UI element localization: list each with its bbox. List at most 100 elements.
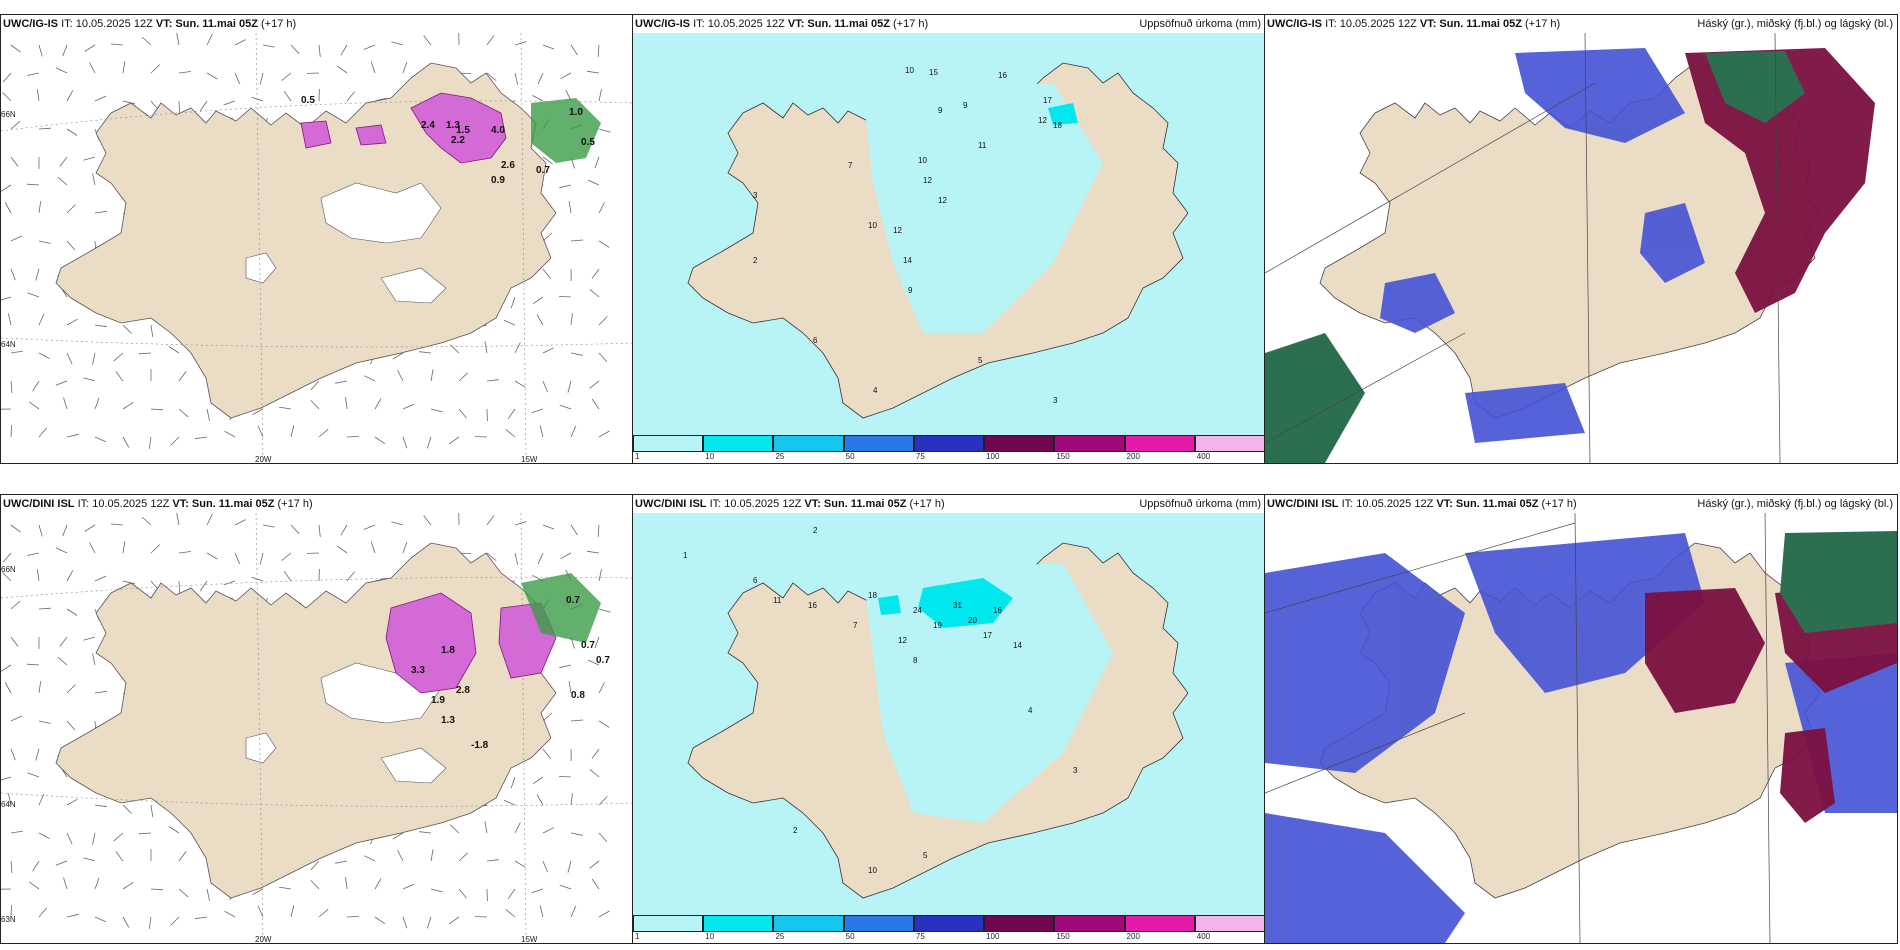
pink-fields — [300, 92, 507, 164]
colorbar-swatch — [984, 435, 1055, 452]
colorbar-tick: 10 — [705, 452, 715, 461]
wind-barb — [514, 41, 527, 46]
colorbar-tick: 150 — [1056, 452, 1070, 461]
colorbar-tick: 200 — [1126, 452, 1140, 461]
wind-barb — [567, 380, 572, 393]
wind-barb — [257, 425, 264, 438]
wind-barb — [206, 34, 213, 46]
wind-barb — [419, 351, 432, 354]
model-name: UWC/IG-IS — [635, 18, 690, 30]
wind-barb — [83, 636, 96, 641]
value-label: 15 — [929, 68, 938, 77]
init-time: IT: 10.05.2025 12Z — [1325, 18, 1417, 30]
wind-barb — [484, 341, 488, 354]
wind-barb — [29, 881, 40, 890]
value-label: 14 — [903, 256, 912, 265]
wind-barb — [7, 793, 12, 806]
init-time: IT: 10.05.2025 12Z — [77, 498, 170, 510]
wind-barb — [514, 860, 526, 868]
model-name: UWC/IG-IS — [3, 18, 58, 30]
wind-barb — [486, 379, 499, 382]
value-label: 3 — [1073, 766, 1078, 775]
wind-barb — [1, 664, 12, 672]
wind-barb — [92, 832, 96, 845]
wind-barb — [66, 318, 78, 326]
wind-barb — [542, 748, 551, 759]
wind-barb — [7, 313, 12, 326]
wind-barb — [587, 659, 600, 666]
lat-label-66n: 66N — [1, 565, 16, 574]
wind-barb — [38, 607, 52, 610]
wind-barb — [38, 352, 50, 359]
wind-barb — [234, 39, 246, 46]
init-time: IT: 10.05.2025 12Z — [61, 18, 153, 30]
wind-barb — [503, 799, 516, 806]
value-label: 2 — [793, 826, 798, 835]
wind-barb — [430, 888, 443, 893]
wind-barb — [36, 89, 40, 102]
wind-barb — [110, 523, 124, 526]
panel-header: UWC/IG-IS IT: 10.05.2025 12Z VT: Sun. 11… — [1, 15, 633, 33]
value-label: 5 — [923, 851, 928, 860]
wind-barb — [2, 92, 12, 102]
wind-barb — [542, 380, 548, 393]
wind-barb — [510, 296, 516, 309]
panel-header: UWC/DINI ISL IT: 10.05.2025 12Z VT: Sun.… — [1, 495, 633, 513]
wind-barb — [402, 541, 408, 554]
wind-barb — [1, 776, 12, 781]
wind-barb — [66, 204, 76, 214]
wind-barb — [176, 513, 180, 526]
wind-barb — [38, 313, 45, 326]
wind-barb — [510, 776, 516, 789]
wind-barb — [92, 173, 96, 186]
wind-barb — [589, 288, 600, 298]
wind-barb — [178, 551, 191, 554]
value-label: 1.3 — [441, 715, 455, 726]
wind-barb — [262, 44, 275, 48]
panel-dini-clouds: UWC/DINI ISL IT: 10.05.2025 12Z VT: Sun.… — [1264, 494, 1898, 944]
field-labels: 0.5 1.0 0.5 2.4 1.31.52.2 4.0 2.6 0.7 0.9 — [301, 95, 595, 186]
colorbar-swatch — [633, 435, 704, 452]
wind-barb — [36, 569, 40, 582]
wind-barb — [449, 824, 460, 834]
wind-barb — [336, 545, 348, 554]
wind-barb — [426, 436, 432, 449]
wind-barb — [66, 240, 76, 251]
wind-barb — [542, 860, 548, 873]
wind-barb — [310, 860, 320, 871]
wind-barb — [150, 544, 160, 554]
colorbar-swatch — [1194, 435, 1265, 452]
wind-barb — [392, 352, 404, 360]
colorbar-tick: 50 — [845, 932, 855, 941]
wind-barb — [318, 44, 321, 57]
wind-barb — [115, 851, 124, 862]
wind-barb — [591, 878, 600, 890]
wind-barb — [363, 524, 376, 530]
value-label: 16 — [998, 71, 1007, 80]
green-fields — [531, 98, 601, 163]
wind-barb — [281, 552, 292, 561]
wind-barb — [594, 156, 600, 169]
wind-barb — [570, 793, 573, 806]
wind-barb — [486, 552, 497, 562]
wind-barb — [38, 907, 48, 918]
wind-barb — [206, 72, 218, 80]
lat-label-66n: 66N — [1, 110, 16, 119]
low-cloud — [1380, 48, 1705, 443]
wind-barb — [539, 425, 544, 438]
wind-barb — [514, 380, 526, 388]
wind-barb — [591, 748, 600, 759]
value-label: 2.2 — [451, 135, 465, 146]
panel-header: UWC/DINI ISL IT: 10.05.2025 12Z VT: Sun.… — [633, 495, 1265, 513]
valid-time: VT: Sun. 11.mai 05Z — [787, 18, 890, 30]
wind-barb — [346, 916, 360, 918]
colorbar-swatch — [1054, 435, 1125, 452]
value-label: -1.8 — [471, 740, 489, 751]
valid-time: VT: Sun. 11.mai 05Z — [172, 498, 275, 510]
wind-barb — [559, 884, 572, 890]
precip-heavy — [1048, 103, 1078, 125]
wind-barb — [94, 397, 100, 410]
wind-barb — [178, 100, 180, 114]
wind-barb — [10, 44, 21, 53]
